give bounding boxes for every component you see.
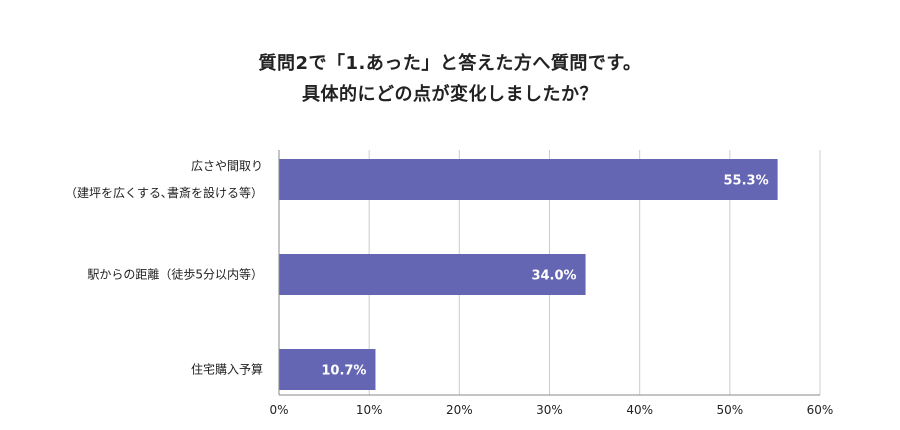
data-label: 10.7% bbox=[321, 364, 366, 379]
category-label: （建坪を広くする､書斎を設ける等） bbox=[65, 185, 263, 200]
x-tick-label: 30% bbox=[536, 403, 563, 417]
bar bbox=[279, 254, 586, 295]
chart-title-line-2: 具体的にどの点が変化しましたか？ bbox=[302, 84, 598, 105]
bar bbox=[279, 349, 376, 390]
category-label: 住宅購入予算 bbox=[191, 362, 263, 377]
data-label: 55.3% bbox=[724, 174, 769, 189]
chart-title-line-1: 質問2で「1.あった」と答えた方へ質問です。 bbox=[258, 53, 642, 74]
x-tick-label: 0% bbox=[269, 403, 288, 417]
x-tick-label: 10% bbox=[356, 403, 383, 417]
category-label: 広さや間取り bbox=[191, 159, 263, 173]
x-tick-label: 50% bbox=[716, 403, 743, 417]
bar bbox=[279, 159, 778, 200]
x-tick-label: 20% bbox=[446, 403, 473, 417]
x-tick-label: 60% bbox=[807, 403, 834, 417]
x-tick-label: 40% bbox=[626, 403, 653, 417]
category-label: 駅からの距離（徒歩5分以内等） bbox=[87, 267, 263, 282]
data-label: 34.0% bbox=[531, 269, 576, 284]
